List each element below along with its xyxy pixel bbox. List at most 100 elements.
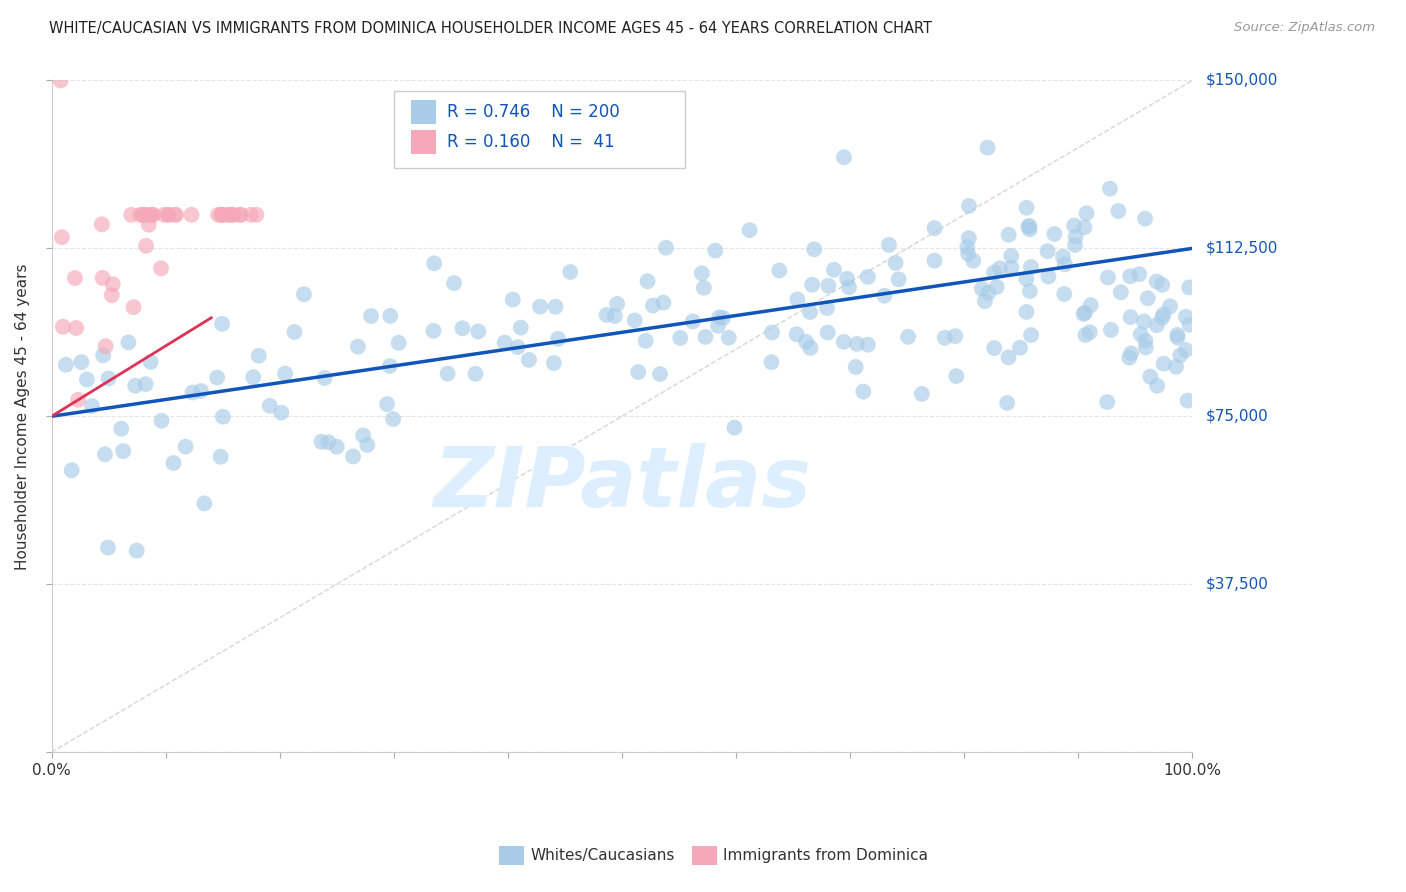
Point	[388, 335, 411, 350]
Point	[817, 278, 839, 293]
Point	[606, 297, 628, 311]
Point	[60, 463, 83, 477]
Point	[342, 450, 364, 464]
Point	[242, 370, 264, 384]
Point	[129, 208, 152, 222]
Point	[1063, 219, 1085, 233]
Point	[1128, 267, 1150, 281]
Text: R = 0.746    N = 200: R = 0.746 N = 200	[447, 103, 620, 121]
Point	[135, 377, 157, 392]
Point	[707, 318, 730, 333]
Point	[229, 208, 252, 222]
Point	[1133, 211, 1156, 226]
Point	[380, 309, 402, 323]
Point	[838, 280, 860, 294]
Point	[162, 456, 184, 470]
Point	[157, 208, 180, 222]
Point	[911, 387, 934, 401]
Point	[1153, 307, 1175, 321]
Point	[101, 288, 124, 302]
Point	[139, 355, 162, 369]
Point	[655, 241, 678, 255]
Point	[135, 239, 157, 253]
Point	[1150, 310, 1173, 325]
Point	[509, 320, 531, 334]
Point	[94, 447, 117, 461]
Point	[55, 358, 77, 372]
Point	[209, 208, 232, 222]
Point	[738, 223, 761, 237]
Point	[547, 332, 569, 346]
Point	[157, 208, 180, 222]
Point	[125, 543, 148, 558]
Point	[973, 294, 995, 309]
Text: ZIPatlas: ZIPatlas	[433, 443, 811, 524]
Point	[217, 208, 239, 222]
Point	[983, 265, 1005, 279]
Point	[682, 314, 704, 328]
Point	[690, 266, 713, 280]
Point	[52, 319, 75, 334]
Point	[1178, 318, 1201, 332]
Point	[1146, 378, 1168, 392]
Point	[142, 208, 165, 222]
Point	[1038, 269, 1060, 284]
Point	[467, 325, 489, 339]
Point	[219, 208, 242, 222]
Point	[112, 444, 135, 458]
Point	[1118, 351, 1140, 365]
Text: $75,000: $75,000	[1206, 409, 1268, 424]
FancyBboxPatch shape	[692, 846, 717, 865]
Point	[163, 208, 186, 222]
Point	[856, 337, 879, 351]
Point	[794, 334, 817, 349]
Point	[174, 440, 197, 454]
Point	[190, 384, 212, 398]
Point	[76, 372, 98, 386]
Point	[1119, 310, 1142, 325]
Point	[1178, 280, 1201, 294]
Point	[423, 256, 446, 270]
Point	[132, 208, 155, 222]
Point	[63, 271, 86, 285]
Point	[945, 369, 967, 384]
Point	[1129, 327, 1152, 342]
Point	[884, 256, 907, 270]
Point	[1017, 219, 1039, 234]
Point	[211, 208, 233, 222]
Point	[852, 384, 875, 399]
Point	[924, 221, 946, 235]
Point	[1064, 238, 1087, 252]
Point	[1168, 348, 1191, 362]
Point	[1015, 271, 1038, 285]
Point	[761, 355, 783, 369]
Point	[957, 199, 980, 213]
Point	[976, 141, 998, 155]
Point	[136, 208, 159, 222]
Point	[957, 246, 980, 260]
FancyBboxPatch shape	[499, 846, 524, 865]
Point	[464, 367, 486, 381]
Point	[65, 321, 87, 335]
Point	[799, 341, 821, 355]
Point	[627, 365, 650, 379]
Point	[1015, 201, 1038, 215]
Point	[924, 253, 946, 268]
Point	[1133, 314, 1156, 328]
Point	[270, 406, 292, 420]
Point	[801, 277, 824, 292]
Point	[1152, 277, 1174, 292]
Point	[316, 435, 339, 450]
Point	[150, 414, 173, 428]
Point	[124, 378, 146, 392]
Point	[110, 422, 132, 436]
Point	[997, 227, 1019, 242]
Text: Whites/Caucasians: Whites/Caucasians	[530, 848, 675, 863]
Point	[648, 367, 671, 381]
Point	[90, 218, 112, 232]
Point	[641, 299, 664, 313]
Point	[259, 399, 281, 413]
Point	[970, 282, 993, 296]
Point	[1099, 323, 1122, 337]
Point	[1018, 219, 1040, 233]
